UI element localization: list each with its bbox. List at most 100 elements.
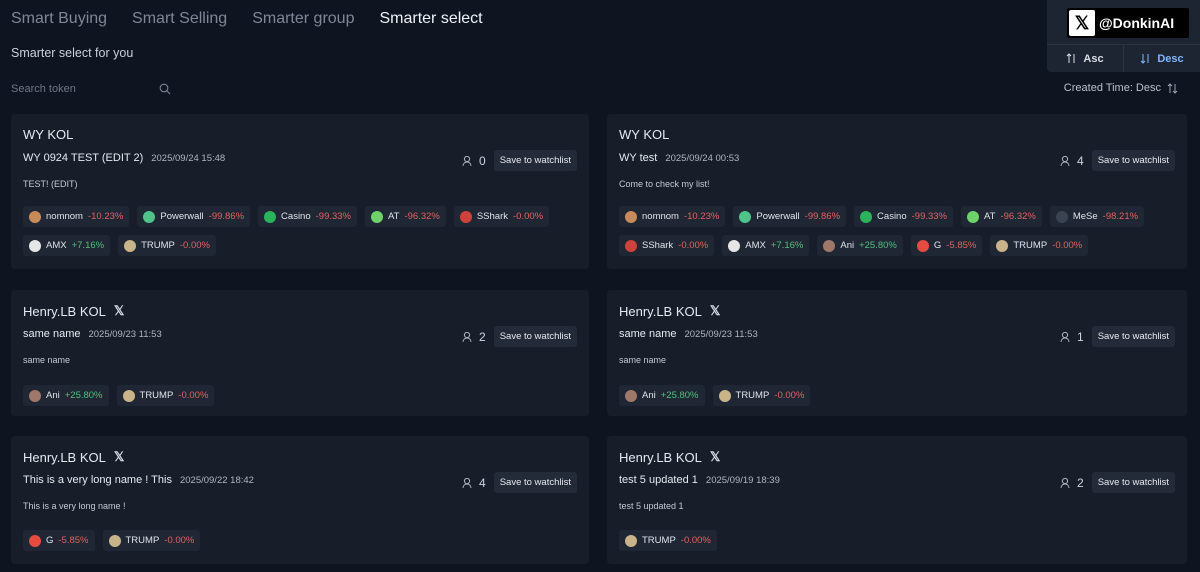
token-chip[interactable]: MeSe -98.21%: [1049, 206, 1145, 227]
follower-count: 4: [1060, 154, 1084, 168]
token-chip[interactable]: G -5.85%: [23, 530, 95, 551]
list-name: WY test: [619, 152, 658, 164]
token-name: Ani: [46, 390, 60, 401]
x-social-icon[interactable]: 𝕏: [709, 303, 721, 318]
token-change: -5.85%: [946, 240, 977, 251]
tab-smart-buying[interactable]: Smart Buying: [11, 10, 108, 27]
card-actions: 2 Save to watchlist: [1060, 472, 1175, 493]
token-chip[interactable]: TRUMP -0.00%: [118, 235, 216, 256]
token-name: TRUMP: [141, 240, 175, 251]
token-logo-icon: [967, 210, 980, 223]
sort-desc-label: Desc: [1157, 52, 1184, 65]
token-chip[interactable]: Ani +25.80%: [23, 385, 109, 406]
user-icon: [462, 477, 472, 488]
token-logo-icon: [108, 534, 121, 547]
token-chip[interactable]: SShark -0.00%: [619, 235, 715, 256]
token-chip[interactable]: TRUMP -0.00%: [619, 530, 717, 551]
card-owner-row: WY KOL: [23, 127, 73, 142]
follower-number: 0: [479, 153, 486, 168]
token-change: -10.23%: [683, 211, 720, 222]
token-chip[interactable]: nomnom -10.23%: [23, 206, 130, 227]
token-logo-icon: [625, 534, 637, 547]
search-icon[interactable]: [159, 83, 171, 95]
token-chip[interactable]: Powerwall -99.86%: [137, 206, 251, 227]
search-input[interactable]: Search token: [11, 80, 171, 98]
token-name: Ani: [642, 390, 656, 401]
token-chip[interactable]: Ani +25.80%: [817, 235, 903, 256]
follower-number: 4: [1077, 153, 1084, 168]
list-card: Henry.LB KOL 𝕏 This is a very long name ! …: [11, 436, 589, 564]
token-chip[interactable]: Powerwall -99.86%: [733, 206, 847, 227]
token-logo-icon: [823, 239, 836, 252]
list-date: 2025/09/19 18:39: [705, 475, 780, 486]
token-chip[interactable]: Casino -99.33%: [258, 206, 358, 227]
list-header: WY 0924 TEST (EDIT 2) 2025/09/24 15:48: [23, 152, 225, 164]
follower-number: 1: [1077, 329, 1084, 344]
follower-count: 2: [1060, 476, 1084, 490]
user-icon: [1060, 155, 1070, 166]
token-chip[interactable]: G -5.85%: [910, 235, 983, 256]
token-name: AT: [388, 211, 400, 222]
token-name: TRUMP: [1013, 240, 1048, 251]
token-logo-icon: [718, 389, 731, 402]
sort-label: Created Time: Desc: [1063, 82, 1161, 94]
save-to-watchlist-button[interactable]: Save to watchlist: [1091, 472, 1175, 493]
token-chip[interactable]: AMX +7.16%: [23, 235, 111, 256]
token-logo-icon: [1055, 210, 1068, 223]
token-name: Powerwall: [160, 211, 204, 222]
x-social-icon[interactable]: 𝕏: [113, 303, 125, 318]
save-to-watchlist-button[interactable]: Save to watchlist: [1091, 326, 1175, 347]
sort-asc-option[interactable]: Asc: [1047, 45, 1123, 72]
tab-smarter-group[interactable]: Smarter group: [252, 10, 355, 27]
token-chip[interactable]: Ani +25.80%: [619, 385, 705, 406]
token-row: G -5.85% TRUMP -0.00%: [23, 530, 201, 551]
token-chip[interactable]: AT -96.32%: [961, 206, 1042, 227]
tab-smarter-select[interactable]: Smarter select: [379, 10, 483, 27]
x-social-icon[interactable]: 𝕏: [113, 449, 125, 464]
token-change: +25.80%: [660, 390, 699, 401]
card-owner: WY KOL: [619, 127, 670, 142]
token-name: SShark: [476, 211, 508, 222]
token-row: SShark -0.00% AMX +7.16% Ani +25.80% G -5.85% TR…: [619, 235, 1089, 256]
user-icon: [1060, 331, 1070, 342]
save-to-watchlist-button[interactable]: Save to watchlist: [1091, 150, 1175, 171]
token-chip[interactable]: Casino -99.33%: [854, 206, 954, 227]
x-social-icon[interactable]: 𝕏: [709, 449, 721, 464]
token-logo-icon: [728, 239, 741, 252]
token-logo-icon: [625, 210, 637, 223]
token-chip[interactable]: SShark -0.00%: [453, 206, 550, 227]
token-name: Casino: [877, 211, 907, 222]
card-owner-row: Henry.LB KOL 𝕏: [619, 449, 720, 465]
token-chip[interactable]: TRUMP -0.00%: [990, 235, 1089, 256]
token-logo-icon: [739, 210, 752, 223]
list-date: 2025/09/24 15:48: [151, 153, 226, 164]
token-logo-icon: [124, 239, 137, 252]
card-actions: 2 Save to watchlist: [462, 326, 577, 347]
list-description: same name: [619, 355, 667, 365]
follower-count: 2: [462, 330, 486, 344]
token-chip[interactable]: TRUMP -0.00%: [102, 530, 201, 551]
token-change: -99.86%: [208, 211, 245, 222]
token-chip[interactable]: nomnom -10.23%: [619, 206, 726, 227]
token-chip[interactable]: TRUMP -0.00%: [712, 385, 811, 406]
list-name: test 5 updated 1: [619, 474, 698, 486]
token-chip[interactable]: TRUMP -0.00%: [116, 385, 215, 406]
sort-desc-option[interactable]: Desc: [1123, 45, 1200, 72]
list-name: This is a very long name ! This: [23, 474, 172, 486]
tab-bar: Smart Buying Smart Selling Smarter group…: [11, 8, 483, 30]
page-subtitle: Smarter select for you: [11, 46, 134, 60]
save-to-watchlist-button[interactable]: Save to watchlist: [493, 472, 577, 493]
list-name: same name: [23, 328, 81, 340]
card-actions: 1 Save to watchlist: [1060, 326, 1175, 347]
follower-number: 2: [479, 329, 486, 344]
tab-smart-selling[interactable]: Smart Selling: [132, 10, 228, 27]
token-change: -5.85%: [58, 535, 89, 546]
card-actions: 4 Save to watchlist: [1060, 150, 1175, 171]
token-chip[interactable]: AMX +7.16%: [722, 235, 810, 256]
save-to-watchlist-button[interactable]: Save to watchlist: [493, 326, 577, 347]
token-chip[interactable]: AT -96.32%: [365, 206, 446, 227]
sort-dropdown[interactable]: Created Time: Desc: [1064, 82, 1178, 94]
save-to-watchlist-button[interactable]: Save to watchlist: [493, 150, 577, 171]
card-owner: Henry.LB KOL: [619, 303, 702, 319]
